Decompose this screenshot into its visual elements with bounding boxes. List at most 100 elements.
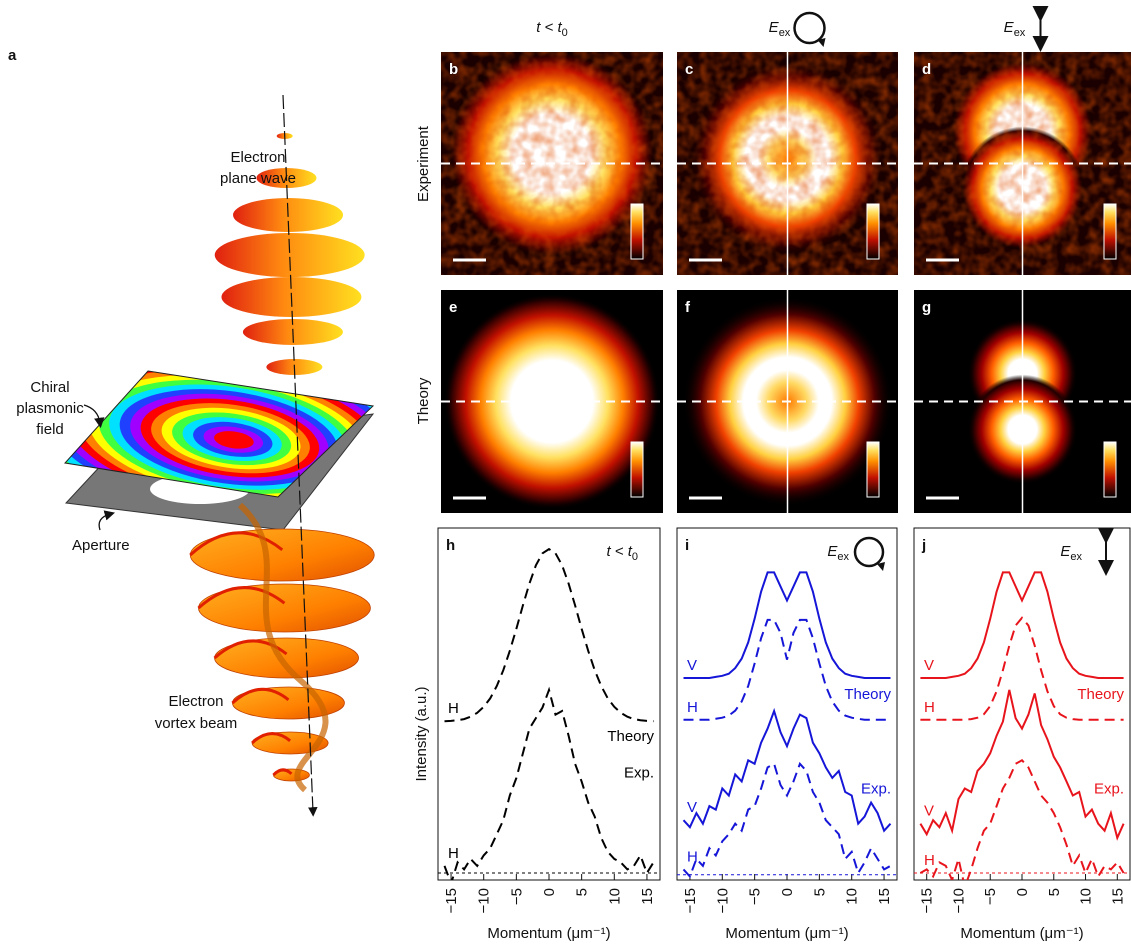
x-tick-label: −15 <box>919 888 936 913</box>
label: Chiral <box>30 379 69 396</box>
x-tick-label: 0 <box>779 888 796 896</box>
series-label: V <box>687 799 697 816</box>
x-tick-label: −5 <box>747 888 764 905</box>
x-tick-label: −10 <box>476 888 493 913</box>
label: Aperture <box>72 537 130 554</box>
colorbar <box>1104 204 1116 259</box>
colorbar <box>867 204 879 259</box>
colorbar <box>1104 442 1116 497</box>
panel-label: h <box>446 537 455 554</box>
line-chart: −15−10−5051015Momentum (μm⁻¹)jVHVHEexThe… <box>914 528 1130 942</box>
plot-area <box>920 572 1123 887</box>
column-header: t < t0 <box>536 19 568 39</box>
image-panel: e <box>441 290 663 513</box>
label: plasmonic <box>16 400 84 417</box>
series-line <box>920 760 1123 887</box>
image-panels: b c d e f g <box>441 49 1131 514</box>
x-tick-label: 0 <box>1014 888 1031 896</box>
disc <box>215 233 365 277</box>
x-tick-label: 5 <box>811 888 828 896</box>
x-axis-label: Momentum (μm⁻¹) <box>487 925 610 942</box>
x-tick-label: −5 <box>982 888 999 905</box>
image-panel: c <box>677 52 898 275</box>
x-tick-label: −15 <box>682 888 699 913</box>
label: Electron <box>230 149 285 166</box>
series-line <box>684 711 891 831</box>
plot-area <box>684 572 891 876</box>
series-line <box>684 620 891 720</box>
x-tick-label: 15 <box>639 888 656 905</box>
group-label: Theory <box>844 686 891 703</box>
image-content <box>677 52 898 275</box>
annotation: Eex <box>827 543 849 563</box>
series-label: H <box>924 852 935 869</box>
polarization-icon <box>795 13 825 43</box>
row-label: Experiment <box>415 125 432 202</box>
header-sub: ex <box>779 27 791 39</box>
image-content <box>914 52 1131 275</box>
pointer <box>84 405 100 423</box>
line-panels: −15−10−5051015Momentum (μm⁻¹)Intensity (… <box>413 528 1130 942</box>
annotation-sub: ex <box>837 551 849 563</box>
series-label: H <box>924 699 935 716</box>
x-tick-label: 10 <box>606 888 623 905</box>
x-axis-label: Momentum (μm⁻¹) <box>725 925 848 942</box>
group-label: Exp. <box>861 781 891 798</box>
series-label: H <box>687 699 698 716</box>
plot-frame <box>677 528 897 880</box>
label: field <box>36 421 64 438</box>
series-line <box>445 690 654 884</box>
annotation-sub: 0 <box>632 551 638 563</box>
annotation: t < t0 <box>606 543 638 563</box>
plot-frame <box>438 528 660 880</box>
series-line <box>920 690 1123 838</box>
figure: a Electron plane wave Chiral plasmonic f… <box>0 0 1131 946</box>
x-tick-label: −10 <box>714 888 731 913</box>
x-tick-label: 10 <box>1078 888 1095 905</box>
image-panel: d <box>914 52 1131 275</box>
x-tick-label: 15 <box>1109 888 1126 905</box>
panel-label: c <box>685 61 693 78</box>
plot-area <box>445 549 654 883</box>
image-content <box>441 290 663 513</box>
x-axis-label: Momentum (μm⁻¹) <box>960 925 1083 942</box>
image-panel: f <box>677 290 898 513</box>
series-label: H <box>448 700 459 717</box>
row-label: Theory <box>415 377 432 424</box>
series-label: H <box>687 848 698 865</box>
page: { "panel_a": { "label": "a", "plane_wave… <box>0 0 1131 951</box>
colorbar <box>867 442 879 497</box>
colorbar <box>631 204 643 259</box>
group-label: Exp. <box>1094 781 1124 798</box>
plot-frame <box>914 528 1130 880</box>
panel-label: b <box>449 61 458 78</box>
group-label: Theory <box>607 728 654 745</box>
image-content <box>677 290 898 513</box>
x-tick-label: −10 <box>950 888 967 913</box>
x-tick-label: 5 <box>574 888 591 896</box>
colorbar <box>631 442 643 497</box>
series-line <box>445 549 654 721</box>
annotation-sub: ex <box>1070 551 1082 563</box>
panel-label: a <box>8 47 17 64</box>
series-line <box>684 764 891 877</box>
series-label: H <box>448 845 459 862</box>
x-tick-label: 10 <box>844 888 861 905</box>
x-tick-label: −15 <box>443 888 460 913</box>
group-label: Exp. <box>624 764 654 781</box>
header-sub: 0 <box>562 27 568 39</box>
panel-label: e <box>449 299 457 316</box>
panel-label: i <box>685 537 689 554</box>
panel-a: a Electron plane wave Chiral plasmonic f… <box>0 47 463 812</box>
image-content <box>441 49 663 276</box>
annotation-main: t < t <box>606 543 632 560</box>
vortex-beam <box>190 505 374 790</box>
column-header: Eex <box>769 19 791 39</box>
series-line <box>920 572 1123 678</box>
series-line <box>920 618 1123 720</box>
image-panel: g <box>914 290 1131 513</box>
label: plane wave <box>220 170 296 187</box>
panel-label: g <box>922 299 931 316</box>
x-tick-label: 15 <box>876 888 893 905</box>
